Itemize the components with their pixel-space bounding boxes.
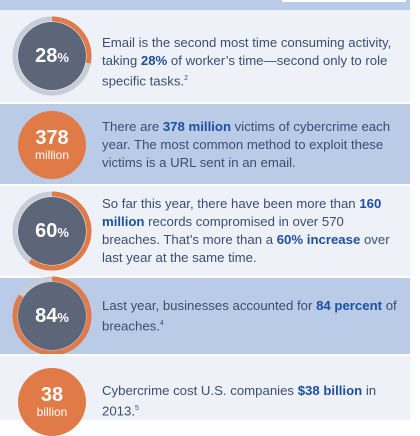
stat-description: Last year, businesses accounted for 84 p…	[102, 297, 400, 335]
stat-circle-38-billion: 38 billion	[18, 368, 86, 436]
footnote-marker: 5	[135, 405, 139, 412]
stat-description: Email is the second most time consuming …	[102, 34, 400, 90]
text-part: in 2013.	[102, 383, 377, 419]
stat-circle-28-percent: 28%	[12, 16, 92, 96]
stat-circle-378-million: 378 million	[18, 111, 86, 179]
stat-row-records: 60% So far this year, there have been mo…	[0, 186, 410, 276]
text-highlight: 378 million	[162, 119, 232, 134]
stat-circle-60-percent: 60%	[12, 191, 92, 271]
top-band	[0, 0, 420, 10]
text-highlight: 160 million	[102, 196, 382, 229]
text-part: Email is the second most time consuming …	[102, 35, 392, 68]
divider	[0, 184, 410, 186]
stat-value: 84%	[35, 306, 69, 327]
footnote-marker: 2	[184, 75, 188, 82]
stat-description: Cybercrime cost U.S. companies $38 billi…	[102, 382, 400, 420]
text-part: There are	[102, 119, 163, 134]
stat-number: 28	[35, 44, 58, 67]
text-part: victims of cybercrime each year. The mos…	[102, 119, 391, 170]
stat-number: 84	[35, 304, 58, 327]
stat-row-breaches: 84% Last year, businesses accounted for …	[0, 276, 410, 356]
stat-number: 378	[35, 127, 69, 149]
stat-unit: %	[57, 309, 69, 325]
stat-description: There are 378 million victims of cybercr…	[102, 118, 400, 172]
footnote-marker: 4	[159, 320, 164, 327]
stat-unit: %	[57, 49, 69, 65]
stat-unit: %	[57, 224, 69, 240]
text-part: records compromised in over 570 breaches…	[102, 214, 344, 247]
text-part: of worker’s time—second only to role spe…	[102, 53, 388, 89]
text-highlight: $38 billion	[297, 383, 363, 398]
stat-description: So far this year, there have been more t…	[102, 195, 400, 267]
divider	[0, 276, 410, 278]
progress-ring	[12, 16, 92, 96]
stat-circle-84-percent: 84%	[12, 276, 92, 356]
stat-unit: billion	[36, 405, 68, 419]
text-part: over last year at the same time.	[102, 232, 390, 265]
stat-row-cost: 38 billion Cybercrime cost U.S. companie…	[0, 356, 410, 436]
progress-ring	[12, 276, 92, 356]
text-part: Cybercrime cost U.S. companies	[102, 383, 298, 398]
stat-row-email: 28% Email is the second most time consum…	[0, 10, 410, 102]
text-part: Last year, businesses accounted for	[102, 298, 317, 313]
top-band-tab	[282, 0, 406, 2]
divider	[0, 354, 410, 356]
divider	[0, 102, 410, 104]
text-highlight: 60% increase	[276, 232, 361, 247]
text-highlight: 84 percent	[316, 298, 383, 313]
stat-unit: million	[34, 148, 69, 162]
progress-ring	[12, 191, 92, 271]
text-part: of breaches.	[102, 298, 397, 334]
stat-number: 38	[40, 384, 64, 406]
stat-value: 60%	[35, 221, 69, 242]
stat-value: 28%	[35, 46, 69, 67]
stat-number: 60	[35, 219, 58, 242]
top-band-fill	[0, 0, 410, 10]
text-highlight: 28%	[140, 53, 168, 68]
stat-row-victims: 378 million There are 378 million victim…	[0, 104, 410, 184]
text-part: So far this year, there have been more t…	[102, 196, 360, 211]
